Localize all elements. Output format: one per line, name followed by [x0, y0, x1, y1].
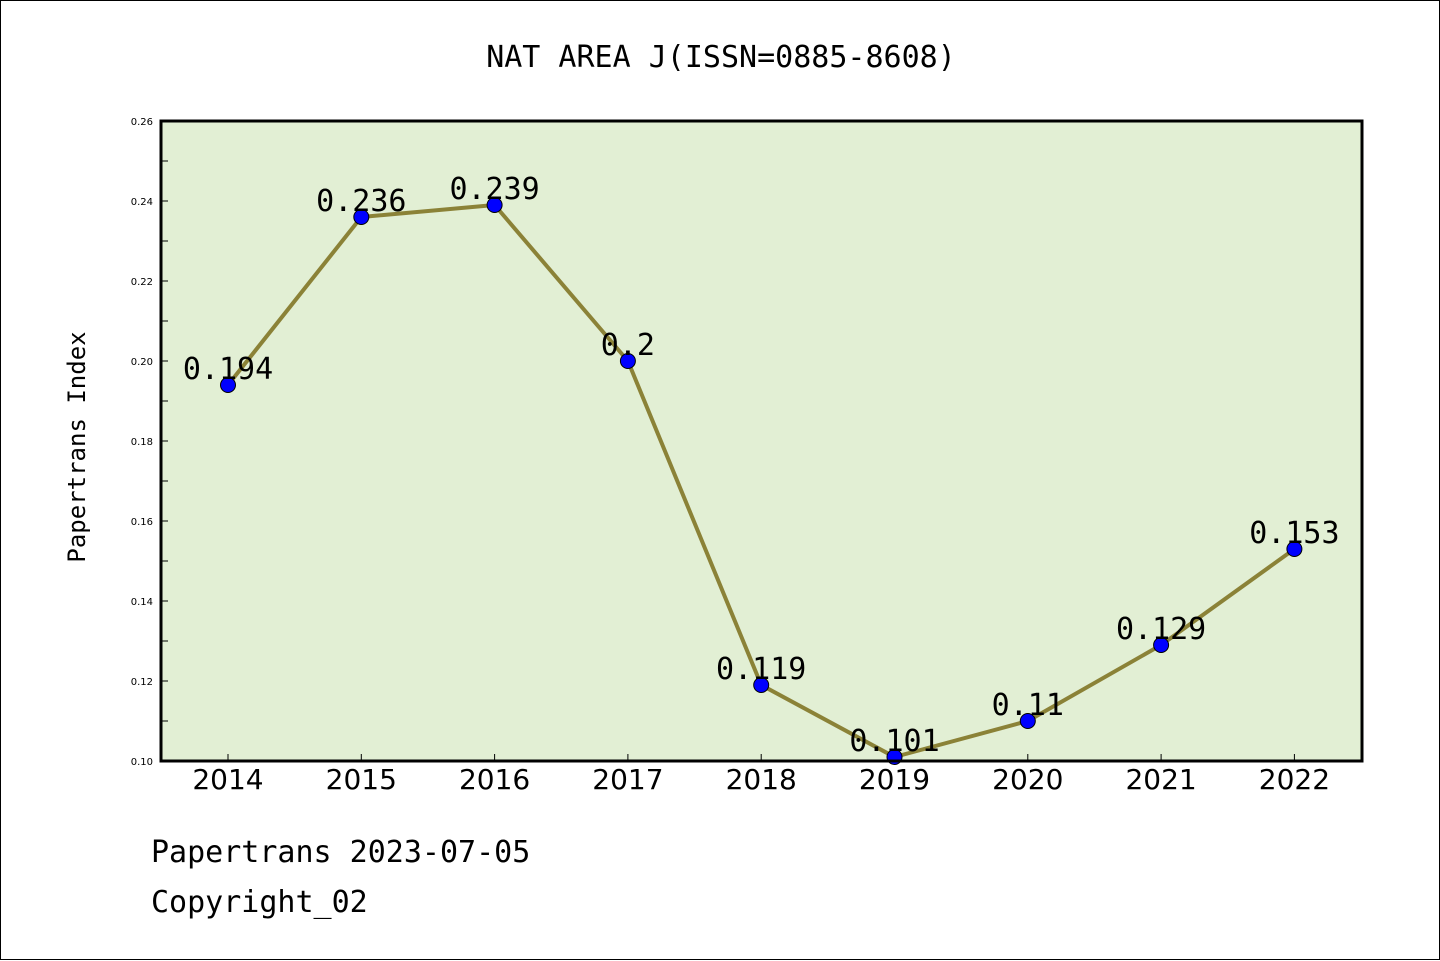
data-point: [220, 377, 236, 393]
chart-title: NAT AREA J(ISSN=0885-8608): [486, 40, 956, 75]
y-tick-label: 0.16: [131, 517, 153, 528]
data-label: 0.129: [1116, 612, 1206, 647]
y-tick-label: 0.14: [131, 597, 153, 608]
y-tick-label: 0.24: [131, 197, 153, 208]
x-tick-label: 2022: [1259, 763, 1330, 796]
y-tick-label: 0.22: [131, 277, 153, 288]
x-tick-label: 2015: [326, 763, 397, 796]
x-axis-ticks: 2014 2015 2016 2017 2018 2019 2020 2021 2022: [192, 754, 1330, 796]
footer-date: Papertrans 2023-07-05: [151, 835, 531, 870]
data-point: [486, 197, 503, 213]
data-label: 0.101: [849, 724, 939, 759]
y-tick-label: 0.20: [131, 357, 153, 368]
footer-copyright: Copyright_02: [151, 885, 368, 920]
data-label: 0.119: [716, 652, 806, 687]
x-tick-label: 2021: [1125, 763, 1196, 796]
plot-area: [161, 121, 1362, 761]
data-label: 0.11: [992, 688, 1064, 723]
data-point: [1153, 637, 1170, 653]
plot-border: [159, 119, 1364, 763]
data-label: 0.153: [1249, 516, 1339, 551]
data-label: 0.236: [316, 184, 406, 219]
series-group: [220, 197, 1303, 765]
y-tick-label: 0.26: [131, 117, 153, 128]
data-label: 0.2: [601, 328, 655, 363]
data-point: [1019, 713, 1036, 729]
x-tick-label: 2018: [726, 763, 797, 796]
data-point: [353, 209, 370, 225]
y-tick-label: 0.10: [131, 757, 153, 768]
data-labels: 0.194 0.236 0.239 0.2 0.119 0.101 0.11 0.129 0.1…: [183, 172, 1340, 759]
data-label: 0.239: [449, 172, 539, 207]
x-tick-label: 2020: [992, 763, 1063, 796]
x-tick-label: 2014: [192, 763, 263, 796]
x-tick-label: 2016: [459, 763, 530, 796]
y-tick-label: 0.12: [131, 677, 153, 688]
y-tick-label: 0.18: [131, 437, 153, 448]
data-point: [619, 353, 636, 369]
data-label: 0.194: [183, 352, 273, 387]
y-axis-label: Papertrans Index: [63, 331, 91, 562]
x-tick-label: 2019: [859, 763, 930, 796]
x-tick-label: 2017: [592, 763, 663, 796]
data-point: [753, 677, 770, 693]
data-point: [1286, 541, 1303, 557]
